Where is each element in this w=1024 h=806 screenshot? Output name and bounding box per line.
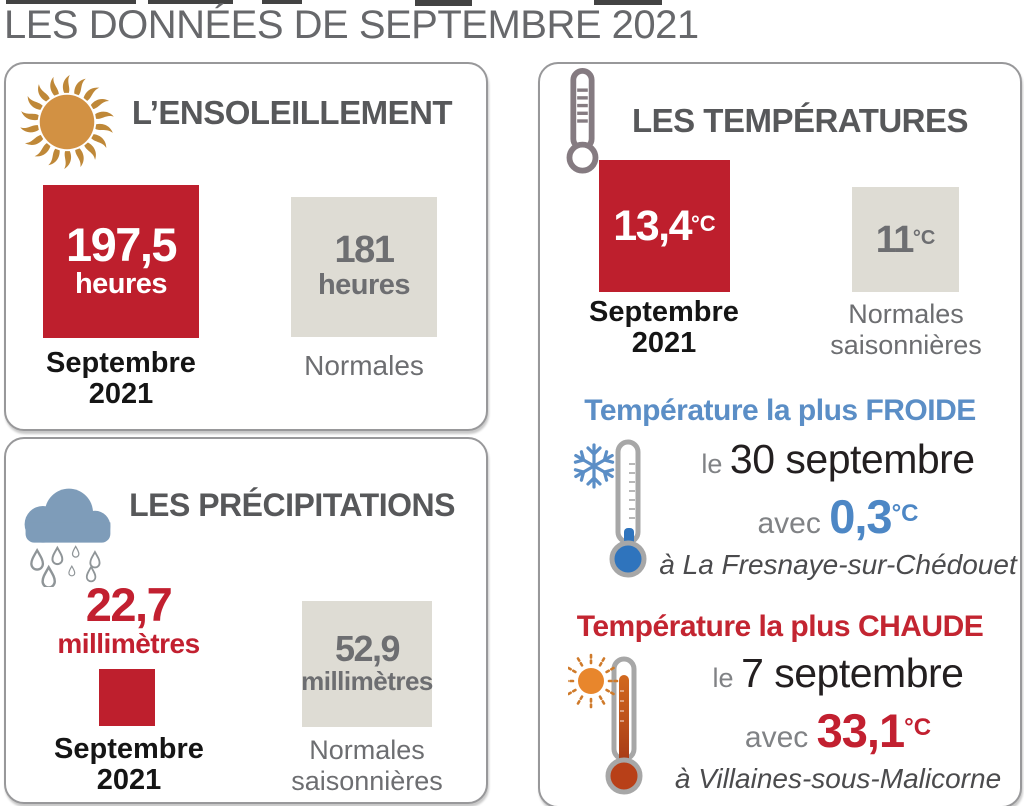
sunshine-title: L’ENSOLEILLEMENT xyxy=(131,94,453,131)
temperatures-current-figure: 13,4°C xyxy=(613,201,716,250)
hottest-date-line: le 7 septembre xyxy=(712,650,964,696)
coldest-heading: Température la plus FROIDE xyxy=(584,394,976,427)
temperatures-current-unit: °C xyxy=(691,210,716,236)
coldest-details: le 30 septembre avec 0,3°C à La Fresnaye… xyxy=(652,436,1024,581)
coldest-place: à La Fresnaye-sur-Chédouet xyxy=(659,549,1017,581)
rain-cloud-icon xyxy=(24,488,111,587)
temperatures-panel: LES TEMPÉRATURES 13,4°C Septembre 2021 1… xyxy=(538,62,1022,806)
crop-artifact xyxy=(262,0,302,4)
precipitation-normal-box: 52,9 millimètres xyxy=(301,601,433,727)
sunshine-normal-unit: heures xyxy=(317,269,411,302)
temperatures-normal-unit: °C xyxy=(912,226,936,249)
hottest-details: le 7 septembre avec 33,1°C à Villaines-s… xyxy=(652,650,1024,795)
temperatures-normal-box: 11°C xyxy=(852,187,959,292)
precipitation-panel: LES PRÉCIPITATIONS 22,7 millimètres Sept… xyxy=(4,437,488,804)
precipitation-current-figures: 22,7 millimètres xyxy=(6,581,251,660)
temperatures-normal-label: Normales saisonnières xyxy=(830,299,982,361)
sun-thermometer-icon xyxy=(568,653,643,795)
crop-artifact xyxy=(6,0,136,4)
crop-artifact xyxy=(148,0,233,4)
sunshine-normal-value: 181 xyxy=(334,229,395,272)
precipitation-normal-label: Normales saisonnières xyxy=(291,735,443,797)
sunshine-normal-label: Normales xyxy=(304,350,424,381)
sunshine-current-period: Septembre 2021 xyxy=(46,347,196,411)
sunshine-current-value: 197,5 xyxy=(65,218,178,272)
sunshine-current-box: 197,5 heures xyxy=(43,185,199,338)
coldest-value-line: avec 0,3°C xyxy=(757,490,919,544)
precipitation-normal-value: 52,9 xyxy=(334,628,401,670)
sunshine-current-unit: heures xyxy=(74,268,168,301)
precipitation-title: LES PRÉCIPITATIONS xyxy=(129,487,455,523)
temperatures-current-period: Septembre 2021 xyxy=(589,296,739,360)
snowflake-thermometer-icon xyxy=(572,439,647,578)
hottest-heading: Température la plus CHAUDE xyxy=(576,610,984,643)
precipitation-current-value: 22,7 xyxy=(85,578,173,631)
coldest-date-line: le 30 septembre xyxy=(701,436,975,482)
temperatures-current-box: 13,4°C xyxy=(599,160,730,292)
temperatures-current-value: 13,4 xyxy=(613,201,692,250)
sun-icon xyxy=(20,75,114,169)
sunshine-panel: L’ENSOLEILLEMENT 197,5 heures Septembre … xyxy=(4,62,488,431)
crop-artifact xyxy=(415,0,472,6)
sunshine-normal-box: 181 heures xyxy=(291,197,437,337)
temperatures-title: LES TEMPÉRATURES xyxy=(631,102,969,139)
precipitation-normal-unit: millimètres xyxy=(301,666,433,697)
thermometer-icon xyxy=(566,67,599,174)
precipitation-current-unit: millimètres xyxy=(57,628,200,659)
temperatures-normal-value: 11 xyxy=(875,218,915,261)
hottest-value-line: avec 33,1°C xyxy=(744,704,932,758)
crop-artifact xyxy=(594,0,662,5)
hottest-place: à Villaines-sous-Malicorne xyxy=(674,763,1002,795)
temperatures-normal-figure: 11°C xyxy=(876,221,936,259)
precipitation-current-square xyxy=(99,669,155,726)
precipitation-current-period: Septembre 2021 xyxy=(54,733,204,797)
page-title: LES DONNÉES DE SEPTEMBRE 2021 xyxy=(4,3,699,47)
